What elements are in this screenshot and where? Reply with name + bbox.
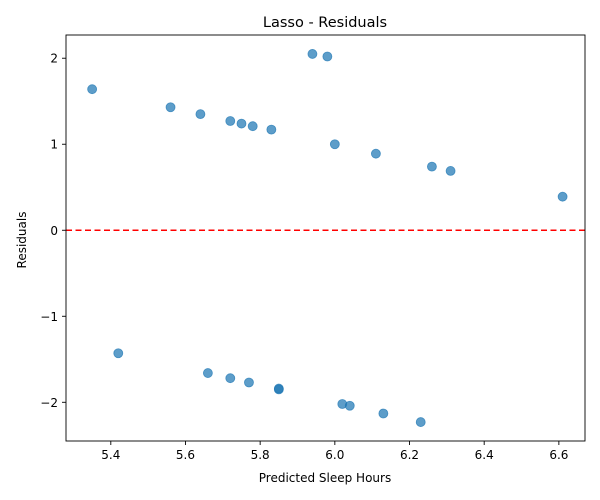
data-point — [344, 400, 355, 411]
y-axis-label: Residuals — [15, 212, 29, 269]
x-tick-label: 6.0 — [325, 448, 344, 462]
x-axis-label: Predicted Sleep Hours — [259, 471, 391, 485]
data-point — [273, 384, 284, 395]
data-point — [427, 161, 437, 172]
chart-title: Lasso - Residuals — [263, 15, 387, 31]
x-tick-label: 6.2 — [400, 448, 419, 462]
x-tick-label: 5.4 — [101, 448, 120, 462]
y-tick-label: 1 — [50, 138, 58, 152]
data-point — [307, 49, 318, 59]
data-point — [195, 109, 206, 120]
data-point — [244, 377, 254, 388]
y-tick-label: 0 — [50, 224, 58, 238]
data-point — [113, 348, 124, 359]
data-point — [266, 124, 277, 135]
data-point — [371, 148, 381, 159]
data-point — [557, 191, 568, 202]
points-layer — [87, 49, 568, 427]
data-point — [329, 139, 340, 150]
x-tick-label: 6.6 — [549, 448, 568, 462]
data-point — [415, 417, 426, 427]
data-point — [87, 84, 98, 95]
data-point — [378, 408, 389, 419]
data-point — [236, 118, 247, 129]
plot-frame — [65, 34, 586, 442]
y-tick-label: 2 — [50, 52, 58, 66]
x-tick-label: 6.4 — [475, 448, 494, 462]
data-point — [225, 373, 236, 384]
y-tick-label: −1 — [40, 310, 58, 324]
x-tick-label: 5.8 — [251, 448, 270, 462]
data-point — [322, 51, 333, 62]
x-tick-label: 5.6 — [176, 448, 195, 462]
data-point — [202, 368, 213, 378]
data-point — [225, 116, 236, 126]
data-point — [165, 102, 176, 113]
data-point — [445, 166, 456, 176]
data-point — [247, 121, 258, 132]
axes-layer: 5.4 5.6 5.8 6.0 6.2 6.4 6.6 −2 −1 0 1 2 — [40, 34, 586, 462]
y-tick-label: −2 — [40, 396, 58, 410]
